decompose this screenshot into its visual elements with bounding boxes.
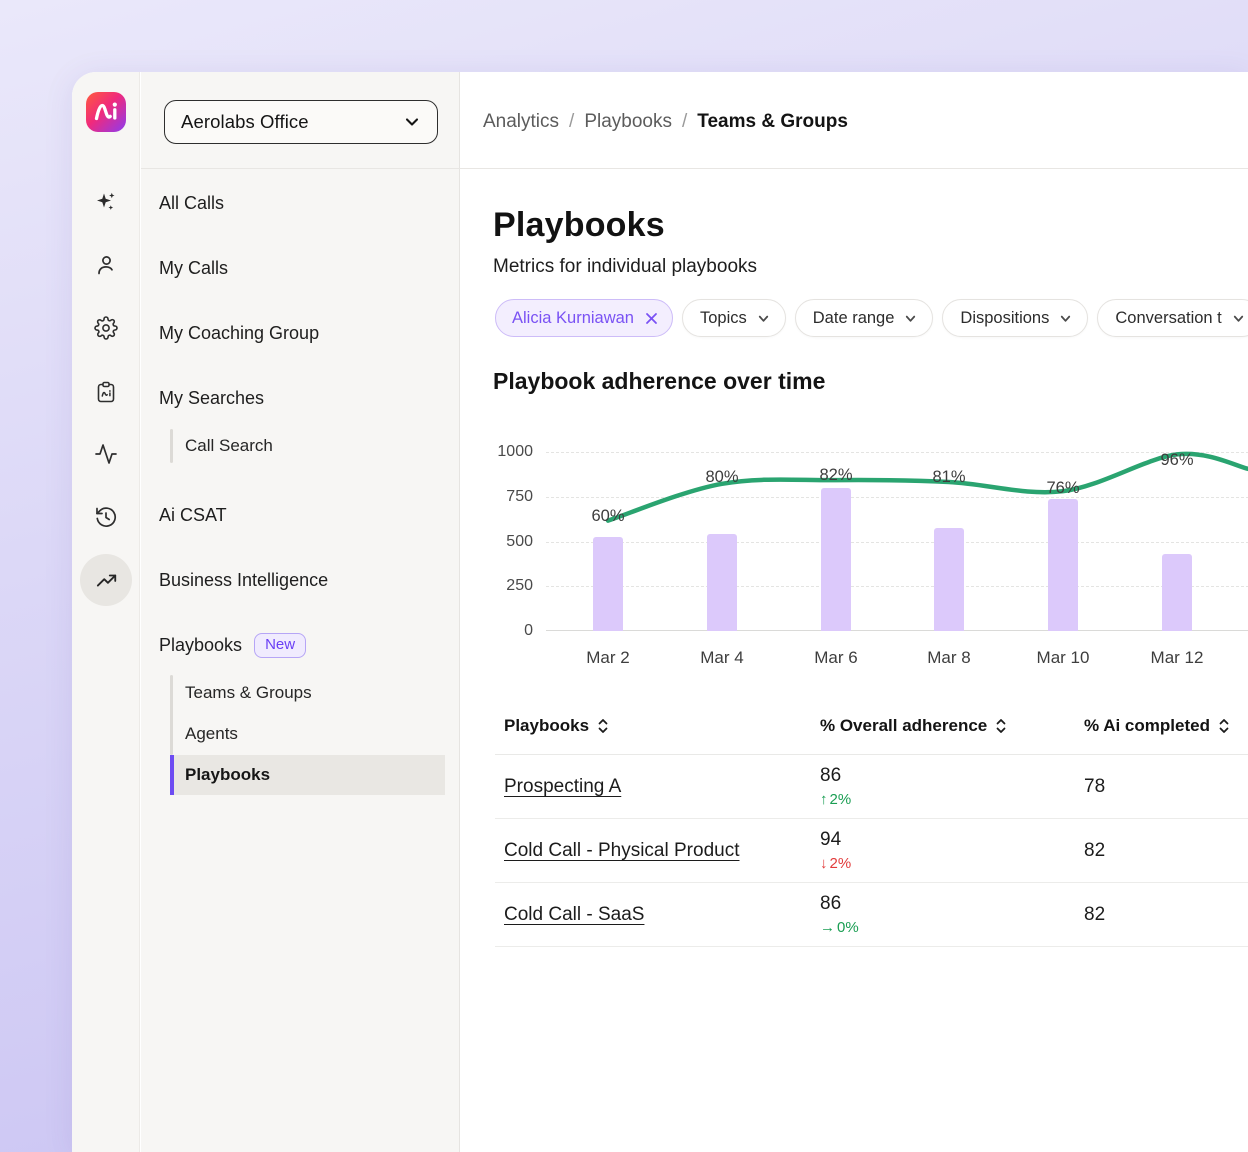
line-point-label: 82% xyxy=(808,466,864,485)
ai-completed-value: 82 xyxy=(1084,902,1248,928)
icon-rail xyxy=(72,72,140,1152)
ai-logo-icon xyxy=(86,92,126,132)
table-row: Cold Call - SaaS 86→0%82 xyxy=(495,883,1248,947)
overall-adherence-value: 86 xyxy=(820,891,1084,917)
chevron-down-icon xyxy=(1231,311,1246,326)
x-axis-tick: Mar 6 xyxy=(796,648,876,668)
sidebar-item-my-searches[interactable]: My Searches xyxy=(159,382,264,414)
sidebar-item-all-calls[interactable]: All Calls xyxy=(159,187,224,219)
chart-title: Playbook adherence over time xyxy=(493,368,825,395)
new-badge: New xyxy=(254,633,306,658)
line-point-label: 80% xyxy=(694,468,750,487)
playbook-link[interactable]: Prospecting A xyxy=(504,776,621,797)
workspace-name: Aerolabs Office xyxy=(181,111,309,133)
x-axis-tick: Mar 4 xyxy=(682,648,762,668)
x-axis-tick: Mar 12 xyxy=(1137,648,1217,668)
breadcrumb-analytics[interactable]: Analytics xyxy=(483,111,559,133)
chevron-down-icon xyxy=(403,113,421,131)
overall-adherence-value: 94 xyxy=(820,827,1084,853)
playbook-link[interactable]: Cold Call - Physical Product xyxy=(504,840,739,861)
overall-adherence-value: 86 xyxy=(820,763,1084,789)
trend-flat-arrow-icon: → xyxy=(820,917,835,938)
trend-up-arrow-icon: ↑ xyxy=(820,789,828,810)
line-point-label: 81% xyxy=(921,468,977,487)
breadcrumb-playbooks[interactable]: Playbooks xyxy=(584,111,672,133)
history-clock-icon[interactable] xyxy=(94,505,118,529)
sidebar-item-playbooks-active[interactable]: Playbooks xyxy=(170,755,445,795)
filter-chip-alicia-kurniawan[interactable]: Alicia Kurniawan xyxy=(495,299,673,337)
settings-gear-icon[interactable] xyxy=(94,316,118,340)
trend-flat-indicator: →0% xyxy=(820,917,1084,938)
filter-chip-conversation-t[interactable]: Conversation t xyxy=(1097,299,1248,337)
close-icon[interactable] xyxy=(644,311,659,326)
sort-icon xyxy=(1218,718,1230,734)
breadcrumb-current: Teams & Groups xyxy=(697,111,848,133)
submenu-guide-line xyxy=(170,429,173,463)
table-row: Prospecting A 86↑2%78 xyxy=(495,755,1248,819)
filter-chip-date-range[interactable]: Date range xyxy=(795,299,934,337)
app-logo[interactable] xyxy=(86,92,126,132)
user-icon[interactable] xyxy=(94,253,118,277)
sidebar-item-my-coaching-group[interactable]: My Coaching Group xyxy=(159,317,319,349)
active-indicator-bar xyxy=(170,755,174,795)
line-point-label: 76% xyxy=(1035,479,1091,498)
trend-down-indicator: ↓2% xyxy=(820,853,1084,874)
submenu-guide-line xyxy=(170,675,173,755)
trend-down-arrow-icon: ↓ xyxy=(820,853,828,874)
filter-chip-dispositions[interactable]: Dispositions xyxy=(942,299,1088,337)
sort-icon xyxy=(995,718,1007,734)
table-row: Cold Call - Physical Product 94↓2%82 xyxy=(495,819,1248,883)
adherence-chart: 02505007501000 60% 80% 82% 81% 76% 96% Mar 2 Ma… xyxy=(495,444,1248,674)
playbooks-table: Playbooks% Overall adherence% Ai complet… xyxy=(495,698,1248,947)
sidebar-item-teams-groups[interactable]: Teams & Groups xyxy=(185,678,312,708)
activity-pulse-icon[interactable] xyxy=(94,442,118,466)
sidebar-item-agents[interactable]: Agents xyxy=(185,719,238,749)
filter-chip-row: Alicia Kurniawan TopicsDate rangeDisposi… xyxy=(495,299,1248,337)
column-header-playbooks[interactable]: Playbooks xyxy=(495,716,820,736)
ai-completed-value: 78 xyxy=(1084,774,1248,800)
sort-icon xyxy=(597,718,609,734)
line-point-label: 96% xyxy=(1149,451,1205,470)
chart-plot-area: 60%80%82%81%76%96%Mar 2Mar 4Mar 6Mar 8Ma… xyxy=(546,452,1248,631)
sidebar-item-playbooks[interactable]: Playbooks New xyxy=(159,629,306,661)
app-window: Aerolabs Office All Calls My Calls My Co… xyxy=(72,72,1248,1152)
y-axis-tick: 0 xyxy=(473,622,533,640)
chevron-down-icon xyxy=(756,311,771,326)
x-axis-tick: Mar 10 xyxy=(1023,648,1103,668)
sidebar: Aerolabs Office All Calls My Calls My Co… xyxy=(141,72,460,1152)
chevron-down-icon xyxy=(1058,311,1073,326)
main-content: Analytics / Playbooks / Teams & Groups P… xyxy=(460,72,1248,1152)
playbook-clipboard-icon[interactable] xyxy=(94,380,118,404)
column-header-ai-completed[interactable]: % Ai completed xyxy=(1084,716,1248,736)
table-header-row: Playbooks% Overall adherence% Ai complet… xyxy=(495,698,1248,755)
workspace-selector[interactable]: Aerolabs Office xyxy=(164,100,438,144)
sidebar-item-my-calls[interactable]: My Calls xyxy=(159,252,228,284)
chart-y-axis: 02505007501000 xyxy=(495,452,533,631)
adherence-line xyxy=(546,452,1248,631)
line-point-label: 60% xyxy=(580,507,636,526)
page-title: Playbooks xyxy=(493,206,665,245)
trend-up-indicator: ↑2% xyxy=(820,789,1084,810)
ai-completed-value: 82 xyxy=(1084,838,1248,864)
y-axis-tick: 250 xyxy=(473,577,533,595)
column-header-overall-adherence[interactable]: % Overall adherence xyxy=(820,716,1084,736)
y-axis-tick: 500 xyxy=(473,533,533,551)
sparkles-ai-icon[interactable] xyxy=(94,190,118,214)
breadcrumb: Analytics / Playbooks / Teams & Groups xyxy=(483,108,848,136)
sidebar-item-business-intelligence[interactable]: Business Intelligence xyxy=(159,564,328,596)
sidebar-item-call-search[interactable]: Call Search xyxy=(185,431,273,461)
header-divider xyxy=(141,168,1248,169)
x-axis-tick: Mar 8 xyxy=(909,648,989,668)
y-axis-tick: 750 xyxy=(473,488,533,506)
y-axis-tick: 1000 xyxy=(473,443,533,461)
filter-chip-topics[interactable]: Topics xyxy=(682,299,786,337)
x-axis-tick: Mar 2 xyxy=(568,648,648,668)
trending-up-icon[interactable] xyxy=(96,570,120,594)
chevron-down-icon xyxy=(903,311,918,326)
sidebar-item-ai-csat[interactable]: Ai CSAT xyxy=(159,499,227,531)
page-subtitle: Metrics for individual playbooks xyxy=(493,256,757,278)
playbook-link[interactable]: Cold Call - SaaS xyxy=(504,904,644,925)
